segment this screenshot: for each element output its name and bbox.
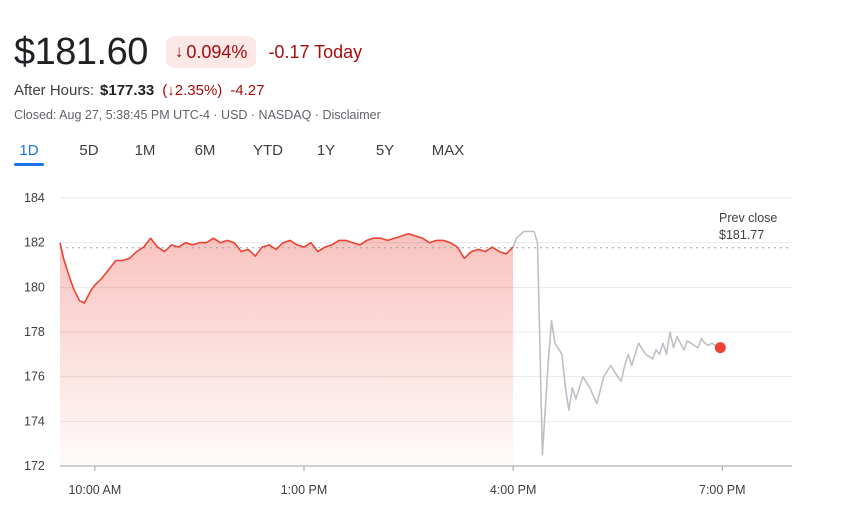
current-price: $181.60	[14, 31, 148, 73]
after-hours-row: After Hours: $177.33 (↓2.35%) -4.27	[14, 82, 265, 99]
tab-6m[interactable]: 6M	[194, 142, 216, 159]
y-tick-label: 182	[24, 236, 45, 250]
change-today: -0.17 Today	[268, 42, 363, 62]
price-header: $181.60 ↓ 0.094% -0.17 Today	[14, 30, 362, 74]
y-tick-label: 180	[24, 280, 45, 294]
tab-1y[interactable]: 1Y	[316, 142, 336, 159]
tab-5y[interactable]: 5Y	[375, 142, 395, 159]
tab-ytd[interactable]: YTD	[253, 142, 283, 159]
tab-1m[interactable]: 1M	[134, 142, 156, 159]
x-axis-ticks: 10:00 AM 1:00 PM 4:00 PM 7:00 PM	[68, 466, 746, 497]
prev-close-label: Prev close	[719, 211, 777, 225]
tab-5d[interactable]: 5D	[79, 142, 99, 159]
after-hours-price: $177.33	[100, 82, 155, 99]
x-tick-label: 4:00 PM	[490, 483, 537, 497]
after-hours-percent: (↓2.35%)	[162, 82, 223, 99]
y-tick-label: 184	[24, 191, 45, 205]
x-tick-label: 7:00 PM	[699, 483, 746, 497]
x-tick-label: 10:00 AM	[68, 483, 121, 497]
prev-close-value: $181.77	[719, 228, 764, 242]
after-hours-change: -4.27	[230, 82, 265, 99]
change-percent-badge: ↓ 0.094%	[165, 36, 257, 68]
regular-session-area	[60, 233, 514, 466]
price-chart[interactable]: 184 182 180 178 176 174 172 10:00 AM 1:00 PM 4:0…	[0, 180, 861, 510]
y-tick-label: 172	[24, 459, 45, 473]
range-tabs: 1D 5D 1M 6M YTD 1Y 5Y MAX	[14, 142, 468, 166]
x-tick-label: 1:00 PM	[281, 483, 328, 497]
tab-max[interactable]: MAX	[431, 142, 465, 159]
y-axis-ticks: 184 182 180 178 176 174 172	[24, 191, 45, 473]
after-hours-line	[512, 230, 723, 456]
y-tick-label: 176	[24, 370, 45, 384]
tab-1d[interactable]: 1D	[14, 142, 44, 166]
last-price-point	[714, 342, 726, 354]
y-tick-label: 178	[24, 325, 45, 339]
arrow-down-icon: ↓	[174, 42, 184, 61]
regular-session-line	[59, 232, 514, 304]
change-percent: 0.094%	[186, 42, 248, 62]
after-hours-label: After Hours:	[14, 82, 95, 99]
y-tick-label: 174	[24, 414, 45, 428]
market-status-line: Closed: Aug 27, 5:38:45 PM UTC-4 · USD ·…	[14, 108, 381, 122]
